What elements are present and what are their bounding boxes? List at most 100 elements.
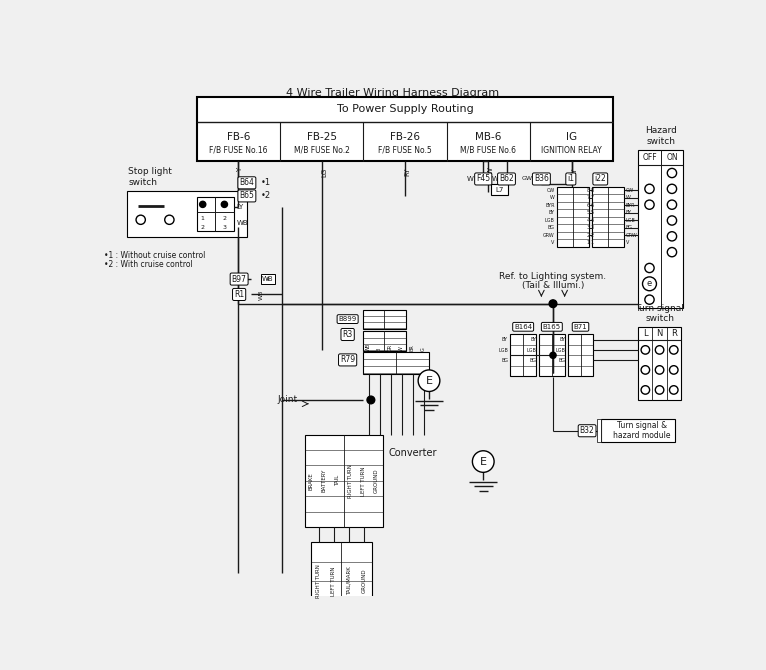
Text: BY: BY (502, 337, 508, 342)
Text: RY: RY (404, 168, 411, 176)
Circle shape (641, 346, 650, 354)
Bar (311, 543, 372, 619)
Circle shape (643, 277, 656, 291)
Text: GR: GR (388, 344, 393, 350)
Text: B64: B64 (240, 178, 254, 188)
Text: BG: BG (548, 225, 555, 230)
Text: 1: 1 (591, 241, 594, 245)
Text: WB: WB (237, 220, 248, 226)
Text: B164: B164 (514, 324, 532, 330)
Bar (601, 419, 676, 442)
Text: TAIL: TAIL (335, 475, 340, 486)
Text: V: V (552, 241, 555, 245)
Text: 3: 3 (586, 225, 589, 230)
Text: •2: •2 (261, 192, 271, 200)
Circle shape (550, 352, 556, 358)
Bar (197, 97, 614, 161)
Text: OFF: OFF (642, 153, 656, 162)
Circle shape (310, 622, 327, 639)
Circle shape (645, 184, 654, 194)
Text: 4: 4 (586, 218, 589, 223)
Bar (363, 310, 406, 329)
Text: FB-25: FB-25 (306, 132, 336, 141)
Text: BRAKE: BRAKE (309, 472, 314, 490)
Text: E: E (425, 376, 433, 386)
Text: GROUND: GROUND (362, 569, 367, 593)
Text: LG: LG (321, 168, 327, 177)
Text: 2: 2 (201, 225, 205, 230)
Circle shape (667, 200, 676, 209)
Text: 6: 6 (586, 203, 589, 208)
Text: M/B FUSE No.2: M/B FUSE No.2 (293, 145, 349, 155)
Circle shape (549, 300, 557, 308)
Bar (197, 197, 234, 230)
Text: B165: B165 (543, 324, 561, 330)
Text: 4: 4 (591, 218, 594, 223)
Text: B71: B71 (574, 324, 588, 330)
Circle shape (645, 279, 654, 288)
Text: WB: WB (258, 289, 264, 299)
Text: W: W (493, 176, 499, 182)
Bar (363, 332, 406, 350)
Text: BG: BG (626, 225, 633, 230)
Text: 6: 6 (591, 203, 594, 208)
Text: M/B FUSE No.6: M/B FUSE No.6 (460, 145, 516, 155)
Circle shape (655, 366, 664, 374)
Text: WB: WB (366, 342, 371, 350)
Text: Y: Y (237, 168, 244, 172)
Text: LEFT TURN: LEFT TURN (361, 466, 365, 496)
Circle shape (667, 216, 676, 225)
Text: LGB: LGB (626, 218, 636, 223)
Text: 3: 3 (591, 225, 594, 230)
Bar (592, 187, 624, 247)
Text: B62: B62 (499, 174, 514, 184)
Text: W: W (398, 346, 404, 350)
Text: R79: R79 (340, 355, 355, 364)
Circle shape (550, 301, 556, 307)
Text: IG: IG (566, 132, 578, 141)
Text: F45: F45 (476, 174, 490, 184)
Circle shape (667, 247, 676, 257)
Text: Turn signal
switch: Turn signal switch (635, 304, 684, 323)
Circle shape (645, 200, 654, 209)
Circle shape (667, 232, 676, 241)
Bar (510, 334, 536, 376)
Text: 1: 1 (201, 216, 205, 222)
Text: W: W (550, 196, 555, 200)
Circle shape (645, 263, 654, 273)
Text: BG: BG (501, 358, 508, 363)
Circle shape (641, 366, 650, 374)
Text: F/B FUSE No.16: F/B FUSE No.16 (209, 145, 267, 155)
Text: LEFT TURN: LEFT TURN (332, 566, 336, 596)
Text: 1: 1 (586, 241, 589, 245)
Text: W: W (466, 176, 473, 182)
Text: TAIL/MARK: TAIL/MARK (346, 567, 352, 595)
Text: RY: RY (571, 168, 577, 176)
Text: FB-6: FB-6 (227, 132, 250, 141)
Text: FB-26: FB-26 (390, 132, 420, 141)
Text: •2 : With cruise control: •2 : With cruise control (103, 260, 192, 269)
Bar (539, 334, 565, 376)
Circle shape (655, 346, 664, 354)
Text: RIGHT TURN: RIGHT TURN (348, 464, 352, 498)
Circle shape (669, 346, 678, 354)
Text: 7: 7 (586, 196, 589, 200)
Text: CW: CW (546, 188, 555, 193)
Text: G: G (421, 347, 425, 350)
Text: RIGHT TURN: RIGHT TURN (316, 564, 321, 598)
Text: IGNITION RELAY: IGNITION RELAY (542, 145, 602, 155)
Text: 2: 2 (591, 233, 594, 238)
Text: BATTERY: BATTERY (322, 469, 327, 492)
Text: 5: 5 (591, 210, 594, 216)
Text: LGB: LGB (527, 348, 537, 352)
Bar (126, 190, 247, 237)
Text: GW: GW (522, 176, 533, 182)
Text: 8: 8 (591, 188, 594, 193)
Text: B97: B97 (231, 275, 247, 283)
Text: Joint: Joint (277, 395, 297, 405)
Circle shape (355, 622, 372, 639)
Text: 5: 5 (586, 210, 589, 216)
Text: 8: 8 (586, 188, 589, 193)
Text: (Tail & Illumi.): (Tail & Illumi.) (522, 281, 584, 290)
Bar (638, 149, 683, 308)
